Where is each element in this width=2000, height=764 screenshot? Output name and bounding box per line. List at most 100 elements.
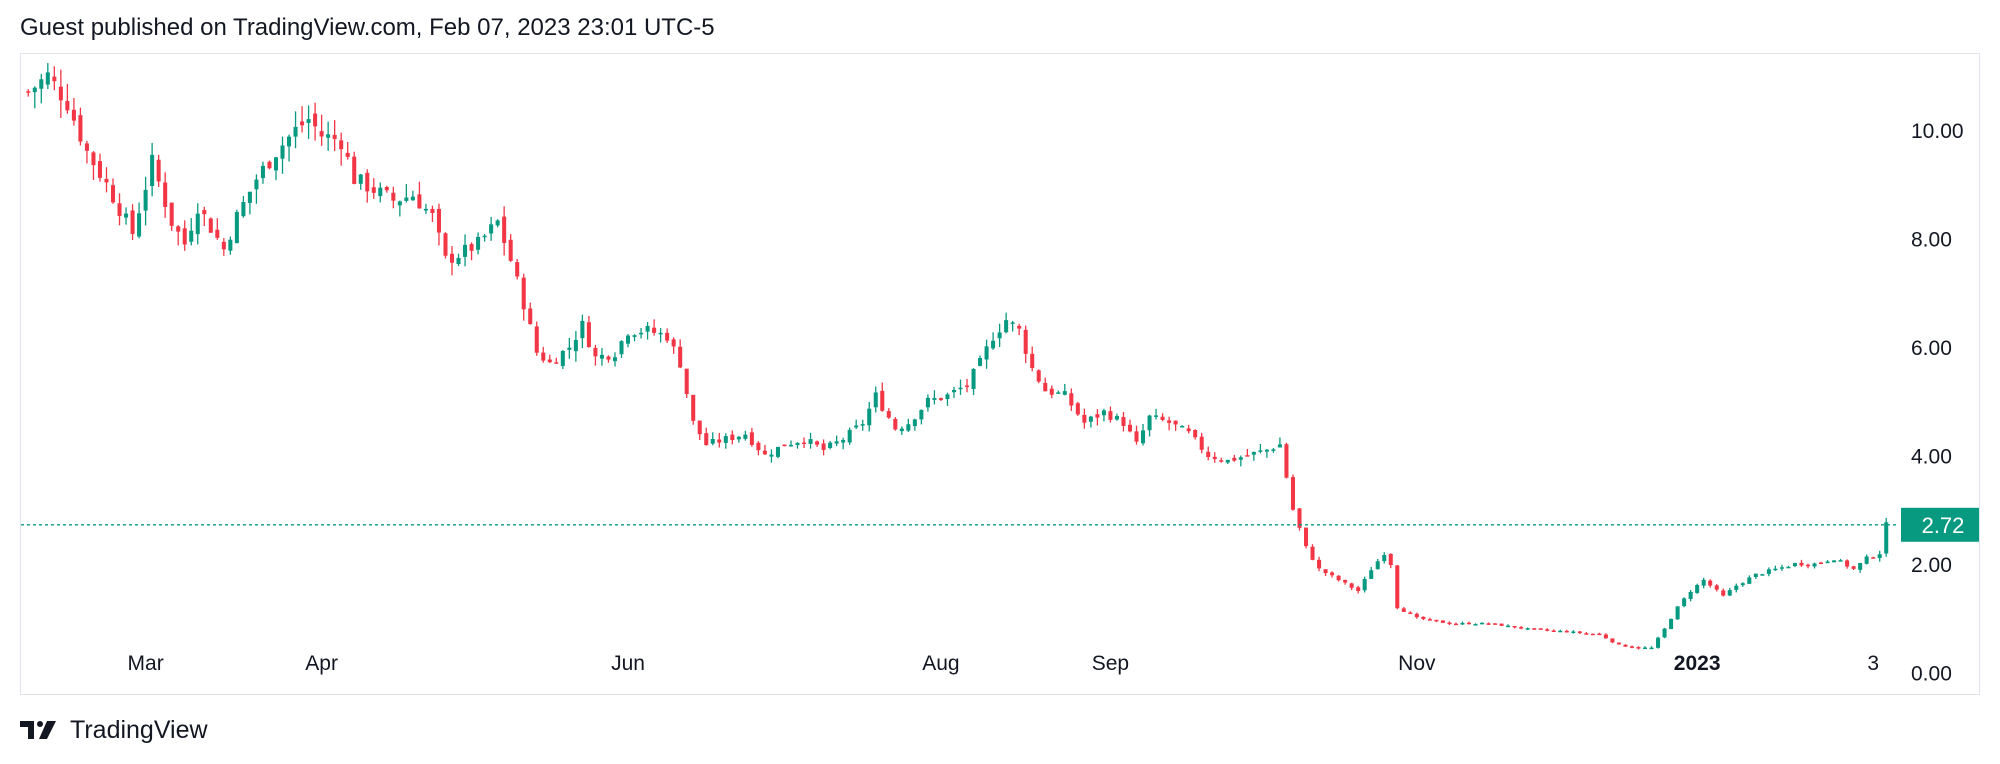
candle-body-up	[1792, 563, 1797, 567]
candle-body-down	[1219, 460, 1224, 462]
candle-body-down	[704, 433, 709, 446]
candle-body-up	[260, 165, 265, 179]
chart-frame[interactable]: 0.00 2.00 4.00 6.00 8.00 10.00 Mar Apr Jun Aug Se…	[20, 53, 1980, 695]
candle-body-up	[658, 332, 663, 335]
candle-body-up	[1864, 556, 1869, 564]
candle-body-up	[1525, 628, 1530, 630]
candle-body-up	[645, 325, 650, 332]
candle-body-down	[1421, 616, 1426, 620]
candle-body-down	[802, 442, 807, 445]
candle-body-down	[1590, 633, 1595, 636]
candle-body-up	[639, 332, 644, 335]
candle-body-up	[1251, 451, 1256, 455]
candle-body-up	[1571, 631, 1576, 634]
candle-body-down	[665, 332, 670, 341]
candle-body-down	[1636, 647, 1641, 649]
time-axis-label: Aug	[922, 652, 959, 675]
candle-body-down	[1127, 424, 1133, 432]
candle-body-down	[756, 442, 761, 451]
candle-body-down	[65, 100, 70, 111]
candle-body-up	[150, 154, 155, 187]
candle-body-down	[130, 210, 135, 234]
candle-body-up	[195, 213, 200, 235]
price-chart[interactable]: 0.00 2.00 4.00 6.00 8.00 10.00 Mar Apr Jun Aug Se…	[21, 54, 1979, 694]
candle-body-down	[1819, 562, 1824, 565]
candle-body-down	[541, 352, 546, 361]
candle-body-down	[1871, 557, 1876, 559]
candle-body-down	[606, 356, 611, 360]
candle-body-down	[202, 210, 207, 215]
candle-body-down	[449, 253, 455, 263]
candle-body-up	[39, 79, 44, 89]
candle-body-down	[1851, 566, 1856, 569]
time-axis-label: 2023	[1674, 652, 1721, 675]
candle-body-down	[1317, 559, 1322, 569]
candle-body-down	[1336, 575, 1341, 581]
candle-body-down	[91, 152, 96, 166]
candle-body-up	[743, 434, 748, 439]
candle-body-down	[1629, 646, 1634, 648]
candle-body-up	[273, 157, 279, 171]
tradingview-logo-icon[interactable]	[20, 719, 60, 741]
candle-body-up	[723, 436, 728, 443]
candle-body-down	[1499, 623, 1504, 626]
candle-body-up	[841, 439, 846, 443]
candle-body-up	[899, 428, 904, 432]
candle-body-up	[143, 189, 148, 211]
candle-body-down	[1023, 329, 1028, 354]
candle-body-up	[951, 389, 957, 393]
candle-body-down	[1434, 619, 1439, 622]
candle-body-down	[182, 228, 187, 245]
candle-body-down	[26, 91, 31, 93]
tradingview-brand[interactable]: TradingView	[70, 715, 208, 744]
candle-body-down	[1095, 414, 1100, 418]
candle-body-up	[1004, 320, 1009, 333]
candle-body-up	[1812, 563, 1817, 567]
candle-body-up	[1642, 647, 1648, 650]
candle-body-down	[547, 359, 552, 363]
candle-body-down	[1030, 353, 1035, 369]
candle-body-down	[502, 216, 507, 243]
candle-body-down	[176, 226, 181, 232]
candle-body-down	[365, 172, 370, 192]
candle-body-down	[1721, 590, 1726, 596]
candle-body-down	[436, 208, 441, 233]
candle-body-up	[1753, 573, 1758, 578]
candle-body-down	[762, 450, 767, 455]
last-price-label: 2.72	[1922, 513, 1965, 538]
time-axis-label: Nov	[1398, 652, 1436, 675]
candle-body-down	[1714, 585, 1719, 590]
candle-body-down	[1134, 431, 1139, 442]
time-axis-label: 3	[1867, 652, 1879, 675]
candle-body-down	[1036, 370, 1041, 382]
candle-body-down	[749, 432, 754, 445]
candle-body-down	[313, 113, 318, 127]
candle-body-up	[1062, 391, 1067, 395]
candle-body-down	[1408, 612, 1413, 614]
candle-body-down	[215, 229, 220, 238]
candle-body-down	[1532, 628, 1537, 630]
candle-body-up	[912, 419, 917, 427]
candle-body-down	[1610, 638, 1615, 643]
candle-body-up	[1760, 574, 1765, 576]
price-axis-label: 8.00	[1911, 228, 1952, 251]
candle-body-up	[828, 442, 833, 449]
candle-body-down	[163, 182, 168, 207]
candle-body-up	[495, 220, 500, 226]
candle-body-down	[1388, 553, 1393, 566]
candle-body-up	[1277, 444, 1282, 448]
candle-body-up	[860, 424, 865, 426]
candle-body-up	[1740, 583, 1745, 586]
candle-body-up	[1460, 622, 1465, 625]
candle-body-down	[104, 178, 109, 183]
candle-body-down	[1584, 633, 1589, 635]
candle-body-up	[1773, 568, 1778, 571]
candle-body-up	[978, 357, 983, 366]
candle-body-up	[1362, 578, 1367, 591]
candle-body-down	[1538, 628, 1543, 630]
candle-body-up	[873, 392, 878, 408]
candle-body-down	[1427, 619, 1432, 621]
candles-layer	[26, 63, 1889, 650]
price-axis-label: 10.00	[1911, 120, 1964, 143]
candle-body-up	[1101, 410, 1106, 416]
